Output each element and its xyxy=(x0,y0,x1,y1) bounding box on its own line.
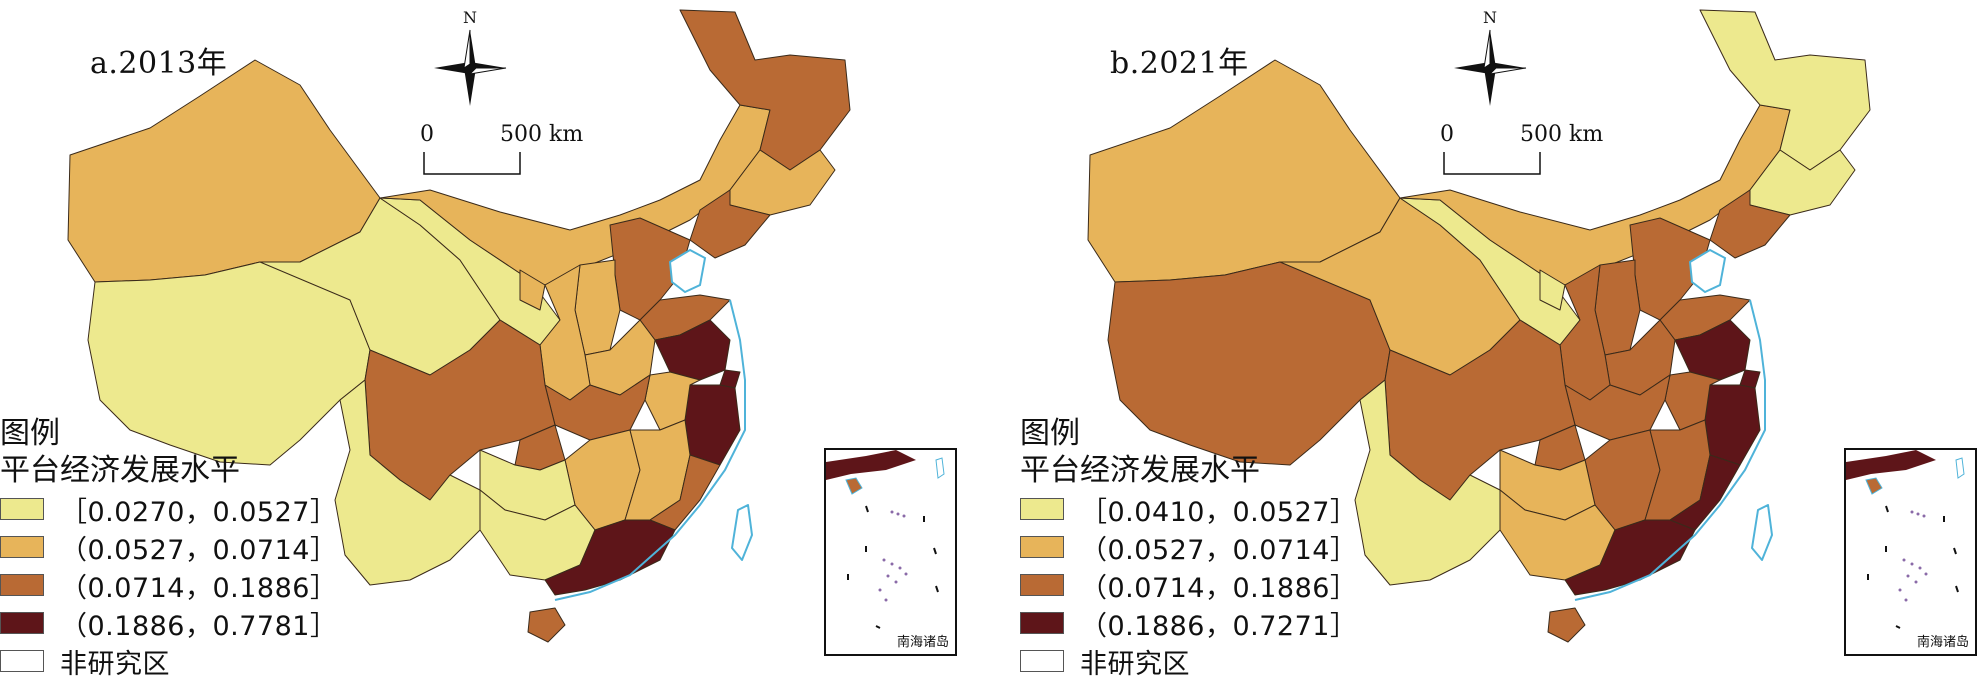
region-hubei xyxy=(1564,374,1671,441)
south-china-sea-inset: 南海诸岛 xyxy=(824,448,957,656)
region-ningxia xyxy=(519,269,546,311)
region-hainan xyxy=(527,607,566,643)
legend: 图例 平台经济发展水平 ［0.0270，0.0527］ （0.0527，0.07… xyxy=(0,416,337,680)
region-guangxi xyxy=(479,489,596,581)
legend-heading: 图例 xyxy=(1020,416,1080,451)
scale-label-end: 500 km xyxy=(500,122,584,147)
legend-swatch xyxy=(1020,612,1064,634)
region-ningxia xyxy=(1539,269,1566,311)
china-choropleth-map-2013 xyxy=(67,9,851,643)
coastline xyxy=(554,299,746,601)
legend-item: ［0.0270，0.0527］ xyxy=(0,490,337,528)
legend-label: （0.0714，0.1886］ xyxy=(1080,572,1358,604)
legend-label: （0.1886，0.7781］ xyxy=(60,610,338,642)
legend-swatch xyxy=(0,612,44,634)
legend-label: 非研究区 xyxy=(1080,648,1190,680)
legend-label: （0.0714，0.1886］ xyxy=(60,572,338,604)
bohai-sea xyxy=(1688,248,1727,294)
region-zhejiang xyxy=(684,384,741,466)
legend-swatch xyxy=(0,574,44,596)
inset-map xyxy=(1846,450,1965,629)
region-hainan xyxy=(1547,607,1586,643)
legend-label: ［0.0410，0.0527］ xyxy=(1080,496,1358,528)
bohai-sea xyxy=(668,248,707,294)
region-taiwan xyxy=(1751,504,1773,561)
region-hubei xyxy=(544,374,651,441)
scale-bar xyxy=(423,152,521,175)
panel-title: b.2021年 xyxy=(1110,46,1249,81)
legend-label: （0.0527，0.0714］ xyxy=(1080,534,1358,566)
legend-item: 非研究区 xyxy=(0,642,337,680)
legend-item: （0.1886，0.7781］ xyxy=(0,604,337,642)
coastline xyxy=(1574,299,1766,601)
inset-label: 南海诸岛 xyxy=(1916,635,1969,650)
north-label: N xyxy=(1483,8,1497,27)
legend-item: （0.1886，0.7271］ xyxy=(1020,604,1357,642)
region-anhui xyxy=(644,371,701,431)
legend-item: （0.0527，0.0714］ xyxy=(0,528,337,566)
legend-swatch xyxy=(1020,574,1064,596)
legend: 图例 平台经济发展水平 ［0.0410，0.0527］ （0.0527，0.07… xyxy=(1020,416,1357,680)
region-zhejiang xyxy=(1704,384,1761,466)
region-heilongjiang xyxy=(679,9,851,171)
legend-item: （0.0714，0.1886］ xyxy=(1020,566,1357,604)
legend-item: 非研究区 xyxy=(1020,642,1357,680)
scale-label-end: 500 km xyxy=(1520,122,1604,147)
region-liaoning xyxy=(689,189,771,259)
region-heilongjiang xyxy=(1699,9,1871,171)
north-arrow-icon xyxy=(1454,29,1527,106)
inset-map xyxy=(826,450,945,629)
scale-label-start: 0 xyxy=(1440,122,1454,147)
legend-label: 非研究区 xyxy=(60,648,170,680)
panel-title: a.2013年 xyxy=(90,46,228,81)
inset-label: 南海诸岛 xyxy=(896,635,949,650)
legend-swatch xyxy=(1020,498,1064,520)
legend-heading: 图例 xyxy=(0,416,60,451)
legend-swatch xyxy=(0,650,44,672)
legend-swatch xyxy=(0,536,44,558)
scale-bar xyxy=(1443,152,1541,175)
legend-item: ［0.0410，0.0527］ xyxy=(1020,490,1357,528)
legend-subheading: 平台经济发展水平 xyxy=(1020,453,1260,488)
map-panel-2021: b.2021年 N 0 500 km 图例 平台经济发展水平 ［0.0410，0… xyxy=(1020,0,1981,690)
map-panel-2013: a.2013年 N 0 500 km 图例 平台经济发展水平 ［0.0270，0… xyxy=(0,0,990,690)
legend-item: （0.0714，0.1886］ xyxy=(0,566,337,604)
legend-swatch xyxy=(1020,650,1064,672)
south-china-sea-inset: 南海诸岛 xyxy=(1844,448,1977,656)
legend-swatch xyxy=(1020,536,1064,558)
china-choropleth-map-2021 xyxy=(1087,9,1871,643)
legend-label: （0.1886，0.7271］ xyxy=(1080,610,1358,642)
scale-label-start: 0 xyxy=(420,122,434,147)
legend-swatch xyxy=(0,498,44,520)
legend-label: ［0.0270，0.0527］ xyxy=(60,496,338,528)
north-label: N xyxy=(463,8,477,27)
region-guangxi xyxy=(1499,489,1616,581)
legend-item: （0.0527，0.0714］ xyxy=(1020,528,1357,566)
region-liaoning xyxy=(1709,189,1791,259)
region-anhui xyxy=(1664,371,1721,431)
legend-subheading: 平台经济发展水平 xyxy=(0,453,240,488)
north-arrow-icon xyxy=(434,29,507,106)
region-taiwan xyxy=(731,504,753,561)
legend-label: （0.0527，0.0714］ xyxy=(60,534,338,566)
